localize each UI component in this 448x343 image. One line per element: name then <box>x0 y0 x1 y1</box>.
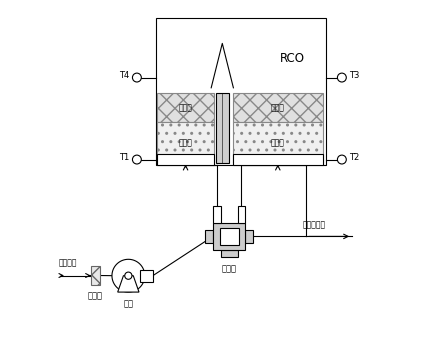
Text: T3: T3 <box>349 71 359 80</box>
Text: T1: T1 <box>120 153 130 162</box>
Text: 催化剂: 催化剂 <box>271 103 285 112</box>
Text: 过滤器: 过滤器 <box>88 291 103 300</box>
Bar <box>140 270 153 282</box>
Bar <box>205 230 213 243</box>
Text: T2: T2 <box>349 153 359 162</box>
Bar <box>233 122 323 163</box>
Text: 风机: 风机 <box>123 299 134 309</box>
Bar <box>233 154 323 165</box>
Bar <box>213 223 246 250</box>
Circle shape <box>125 272 132 279</box>
Bar <box>91 266 100 285</box>
Bar <box>155 18 327 165</box>
Bar <box>220 250 238 257</box>
Text: 排空或回用: 排空或回用 <box>302 221 326 229</box>
Circle shape <box>337 155 346 164</box>
Polygon shape <box>118 276 139 292</box>
Bar <box>213 206 220 223</box>
Circle shape <box>337 73 346 82</box>
Text: 蓄热体: 蓄热体 <box>179 138 193 147</box>
Text: RCO: RCO <box>280 52 305 65</box>
Text: T4: T4 <box>120 71 130 80</box>
Bar <box>246 230 253 243</box>
Bar <box>216 93 229 163</box>
Polygon shape <box>112 259 145 292</box>
Circle shape <box>133 155 141 164</box>
Circle shape <box>133 73 141 82</box>
Bar <box>157 93 214 122</box>
Bar <box>157 122 214 163</box>
Text: 催化剂: 催化剂 <box>179 103 193 112</box>
Text: 四通阀: 四通阀 <box>222 264 237 273</box>
Bar <box>238 206 245 223</box>
Bar <box>157 154 214 165</box>
Text: 有机废气: 有机废气 <box>58 258 77 267</box>
Bar <box>220 228 239 245</box>
Bar <box>233 93 323 122</box>
Text: 蓄热体: 蓄热体 <box>271 138 285 147</box>
